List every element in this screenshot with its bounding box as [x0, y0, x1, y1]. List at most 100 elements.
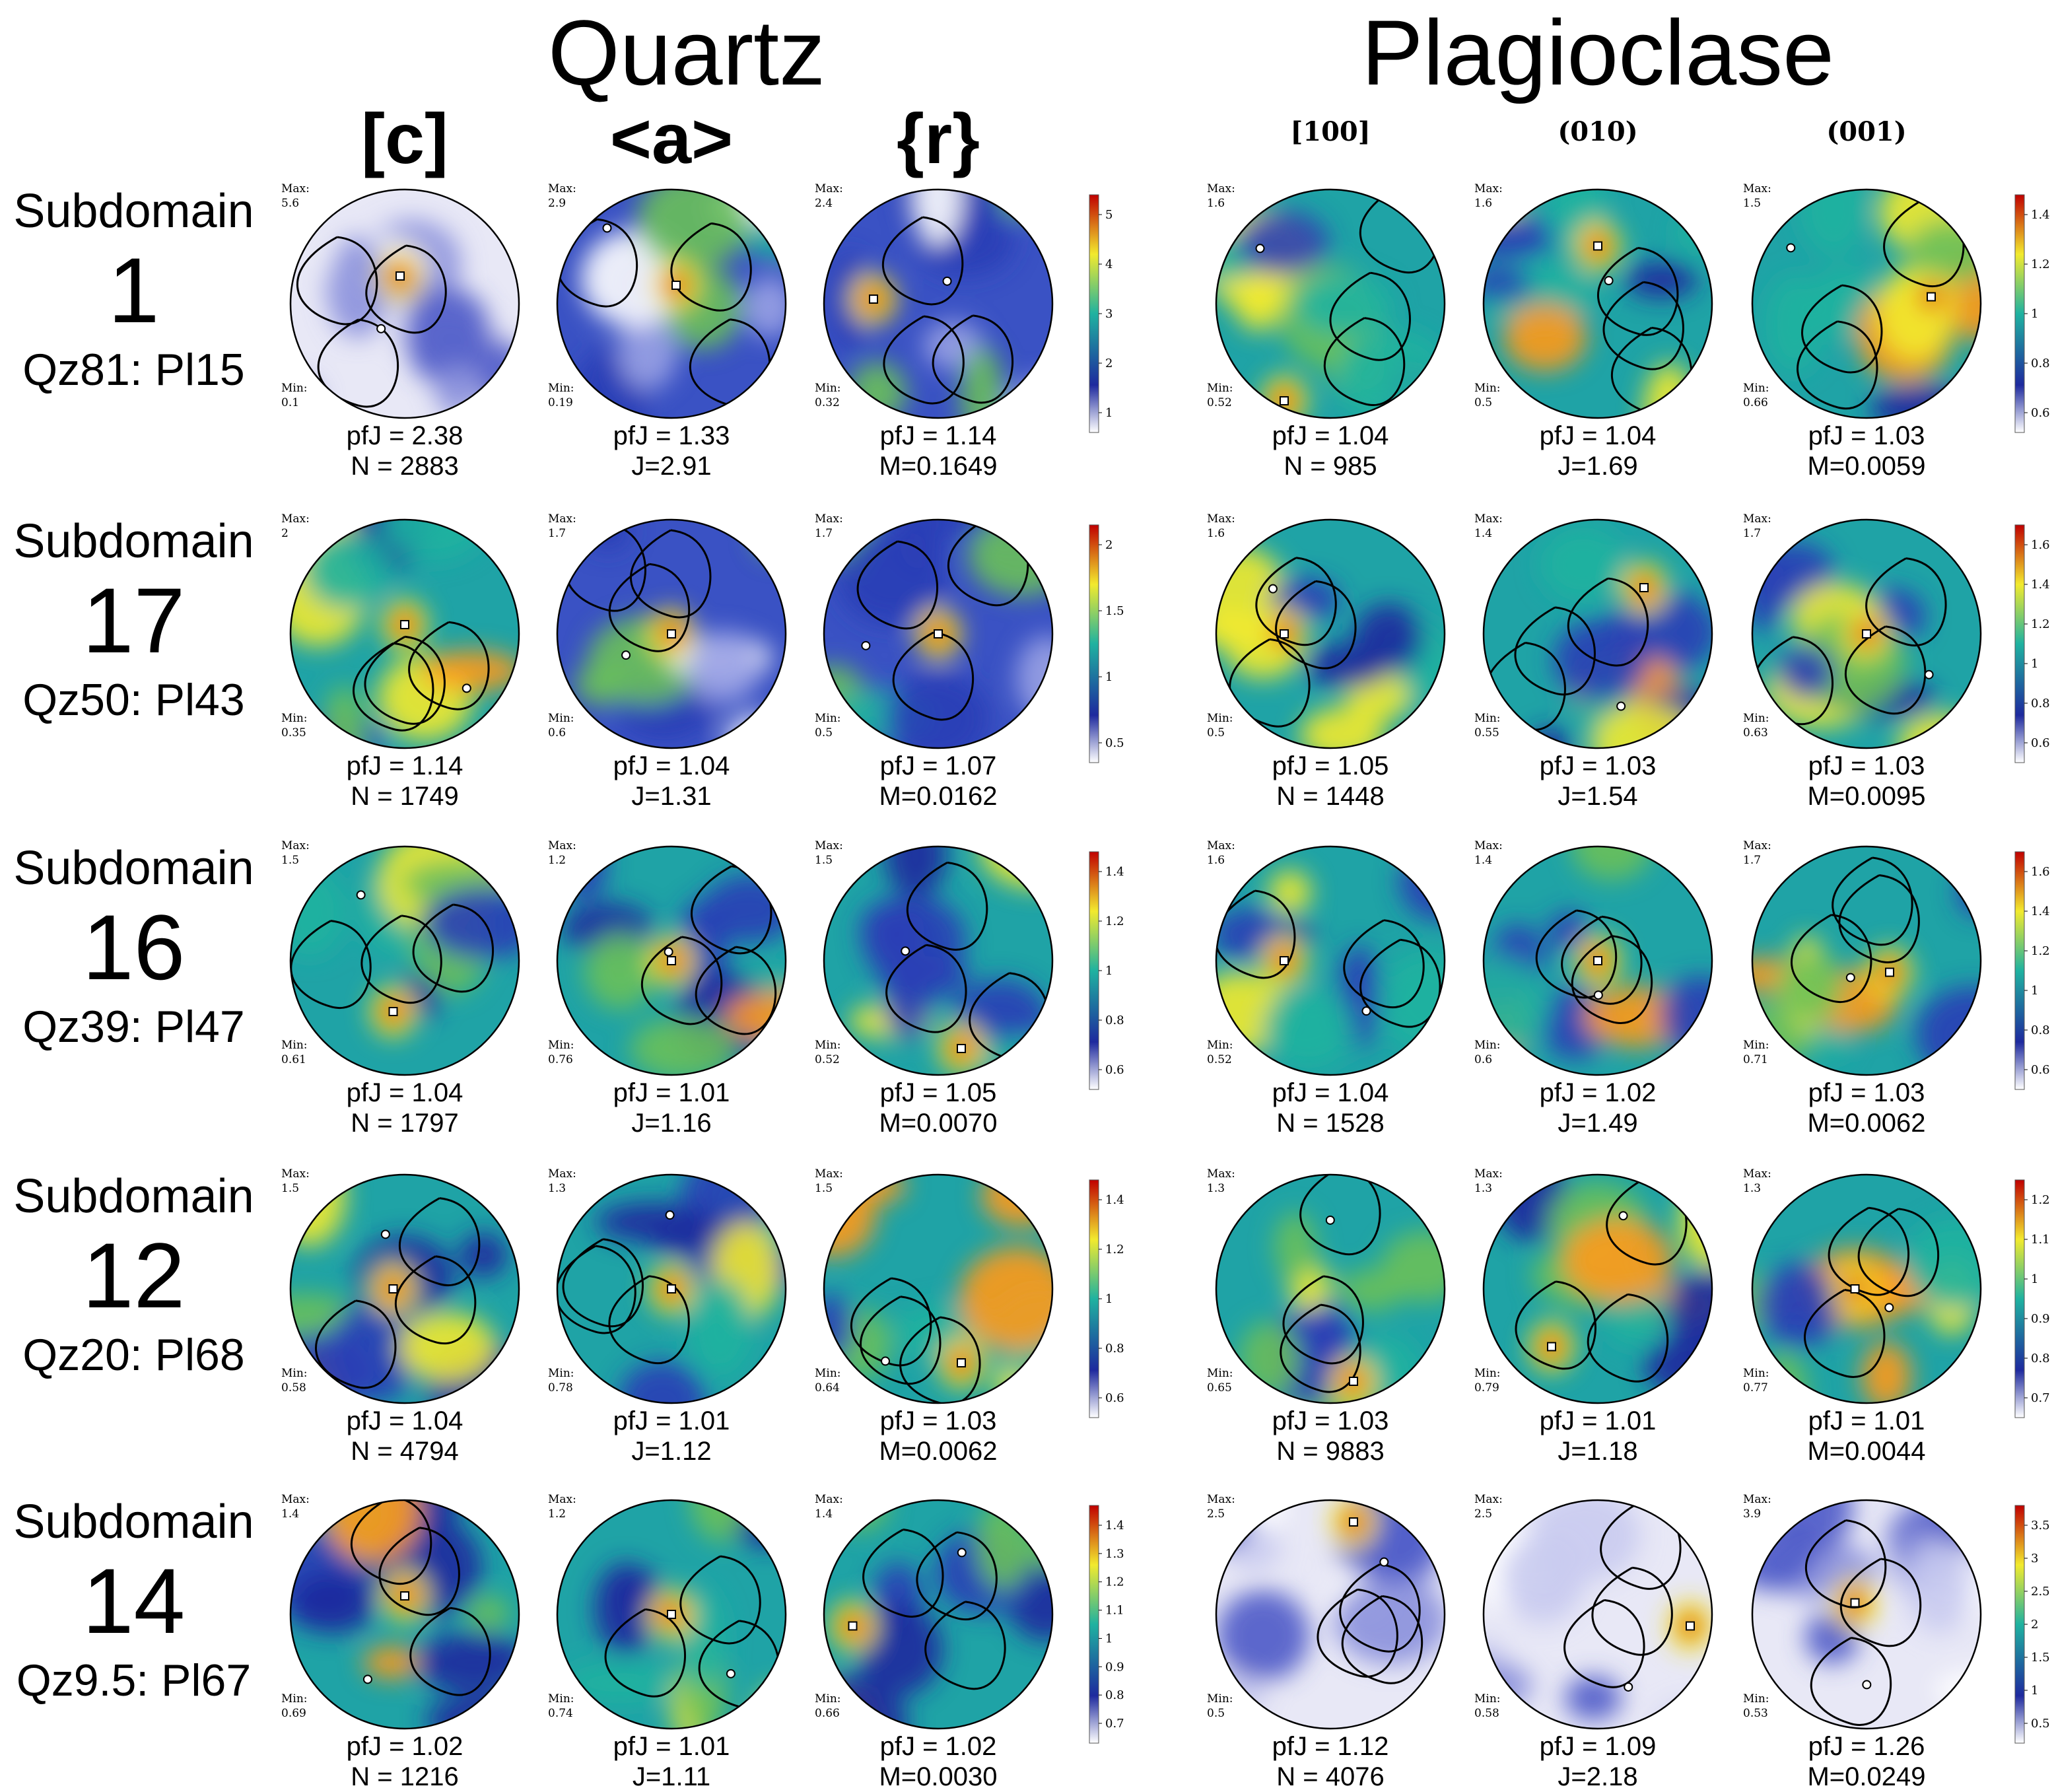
density-region [1676, 209, 1712, 256]
pole-figure [1215, 188, 1446, 419]
density-region [835, 1175, 906, 1204]
pfj-index: pfJ = 1.04 [613, 751, 730, 780]
pole-figure [1482, 518, 1713, 749]
density-region [1667, 1268, 1712, 1360]
contour-line [850, 1277, 932, 1367]
max-value: 1.6 [1207, 197, 1225, 210]
quartz-title: Quartz [547, 1, 826, 104]
colorbar-tick-label: 1.4 [1105, 1193, 1124, 1207]
contour-line [679, 1555, 761, 1645]
min-value: 0.52 [1207, 1053, 1232, 1066]
contour-line [412, 903, 494, 993]
colorbar-tick-label: 1 [1105, 406, 1113, 420]
density-region [980, 846, 1052, 889]
figure-count-or-index: J=1.16 [631, 1109, 712, 1138]
min-value: 0.52 [1207, 396, 1232, 409]
min-label: Min: [1207, 1367, 1233, 1380]
figure-statistics: pfJ = 1.07 M=0.0162 [813, 751, 1064, 811]
pfj-index: pfJ = 1.03 [1808, 751, 1925, 780]
colorbar-tick-label: 1.3 [1105, 1547, 1124, 1561]
min-marker [462, 683, 471, 693]
max-marker [957, 1044, 966, 1053]
contour-line [1828, 1206, 1909, 1296]
max-label: Max: [548, 182, 576, 195]
density-region [618, 314, 677, 390]
colorbar-gradient [1089, 1179, 1099, 1418]
pole-figure [1215, 1173, 1446, 1404]
subdomain-word: Subdomain [13, 185, 254, 238]
figure-statistics: pfJ = 1.03 N = 9883 [1205, 1406, 1456, 1466]
density-region [741, 217, 786, 261]
min-value-label: Min: 0.5 [815, 711, 841, 740]
figure-count-or-index: M=0.1649 [879, 452, 998, 481]
colorbar-tick-label: 1 [1105, 670, 1113, 684]
colorbar-tick-label: 0.8 [1105, 1688, 1124, 1702]
min-value-label: Min: 0.76 [548, 1038, 574, 1067]
min-value-label: Min: 0.63 [1743, 711, 1769, 740]
min-value-label: Min: 0.61 [281, 1038, 308, 1067]
figure-statistics: pfJ = 1.03 M=0.0062 [1741, 1078, 1992, 1138]
subdomain-number: 17 [82, 569, 186, 672]
pole-figure-outline [289, 188, 520, 419]
max-marker [1349, 1377, 1358, 1386]
max-label: Max: [281, 839, 310, 852]
max-label: Max: [815, 839, 843, 852]
density-region [913, 190, 962, 246]
density-region [291, 868, 345, 956]
figure-count-or-index: J=1.49 [1558, 1109, 1638, 1138]
pfj-index: pfJ = 1.04 [346, 1406, 463, 1435]
contour-line [932, 314, 1013, 404]
figure-count-or-index: M=0.0095 [1807, 782, 1926, 811]
contour-line [892, 631, 974, 721]
pole-figure-outline [823, 1173, 1054, 1404]
figure-statistics: pfJ = 1.14 M=0.1649 [813, 421, 1064, 481]
min-value: 0.55 [1474, 726, 1499, 740]
max-label: Max: [1474, 512, 1503, 526]
contour-line [1571, 935, 1653, 1024]
contour-line [856, 540, 938, 630]
pole-figure-outline [556, 188, 787, 419]
min-value: 0.32 [815, 396, 840, 409]
figure-statistics: pfJ = 1.14 N = 1749 [279, 751, 530, 811]
colorbar: 1.2 1.1 1 0.9 0.8 0.7 [2014, 1179, 2050, 1418]
phase-ratio: Qz39: Pl47 [22, 1002, 245, 1052]
min-marker [1361, 1006, 1371, 1016]
colorbar-tick-label: 1.2 [2031, 944, 2050, 958]
pole-figure [823, 845, 1054, 1076]
density-region [382, 520, 486, 561]
max-value: 1.4 [815, 1507, 833, 1521]
figure-count-or-index: J=1.11 [632, 1762, 711, 1791]
max-value: 1.4 [281, 1507, 300, 1521]
max-marker [1850, 1598, 1860, 1608]
pole-figure-outline [1482, 518, 1713, 749]
colorbar: 1.4 1.2 1 0.8 0.6 [2014, 194, 2050, 433]
density-region [1800, 190, 1867, 256]
pfj-index: pfJ = 1.04 [1272, 1078, 1389, 1107]
colorbar-tick-label: 1.2 [2031, 617, 2050, 631]
max-label: Max: [1207, 1167, 1235, 1181]
min-label: Min: [815, 712, 841, 725]
max-label: Max: [281, 512, 310, 526]
max-value-label: Max: 1.5 [281, 1167, 310, 1196]
max-value-label: Max: 2.5 [1474, 1492, 1503, 1521]
colorbar: 1.4 1.3 1.2 1.1 1 0.9 0.8 0.7 [1089, 1505, 1124, 1744]
max-value-label: Max: 1.3 [1743, 1167, 1771, 1196]
colorbar-tick-label: 1.1 [1105, 1604, 1124, 1618]
min-value: 0.64 [815, 1381, 840, 1395]
contour-line [1359, 938, 1441, 1028]
colorbar-tick-label: 1 [1105, 964, 1113, 978]
contour-line [630, 529, 712, 619]
pfj-index: pfJ = 1.14 [879, 421, 997, 450]
contour-line [1810, 1637, 1892, 1726]
contour-line [1561, 915, 1643, 1005]
min-value-label: Min: 0.79 [1474, 1366, 1501, 1395]
contour-line [1801, 284, 1883, 374]
min-marker [861, 640, 871, 650]
density-region [753, 520, 786, 557]
subdomain-number: 16 [82, 895, 186, 999]
figure-count-or-index: N = 1216 [351, 1762, 459, 1791]
max-label: Max: [1743, 839, 1771, 852]
figure-statistics: pfJ = 1.12 N = 4076 [1205, 1731, 1456, 1792]
figure-count-or-index: M=0.0162 [879, 782, 998, 811]
colorbar-tick-label: 0.8 [2031, 1352, 2050, 1365]
